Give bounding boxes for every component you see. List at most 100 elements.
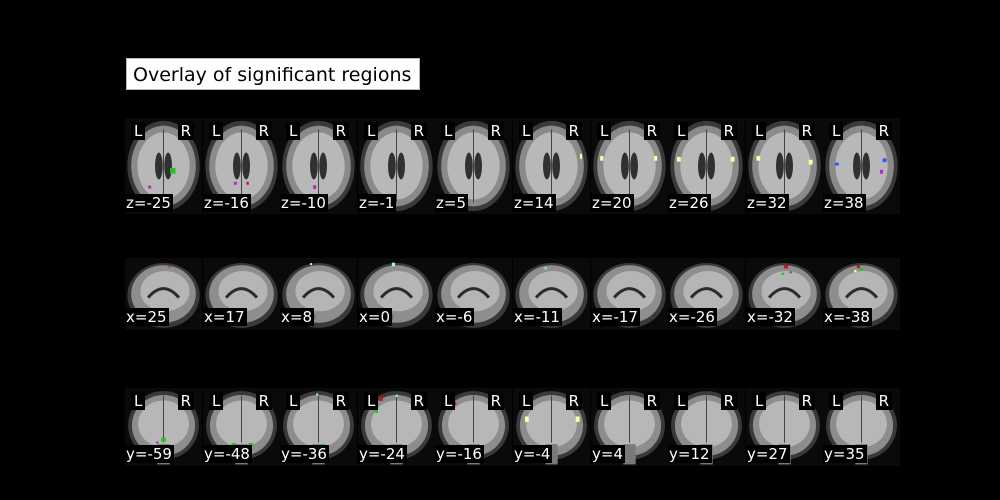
cut-coordinate-label: z=26 bbox=[668, 194, 711, 212]
activation-blob bbox=[391, 262, 395, 267]
orientation-left-label: L bbox=[829, 122, 844, 140]
orientation-left-label: L bbox=[364, 122, 379, 140]
cut-coordinate-label: y=35 bbox=[823, 445, 867, 463]
orientation-right-label: R bbox=[487, 392, 504, 410]
activation-blob bbox=[579, 154, 582, 159]
sagittal-slice-panel: x=-26 bbox=[668, 258, 745, 330]
cut-coordinate-label: x=-17 bbox=[591, 308, 640, 326]
orientation-right-label: R bbox=[875, 122, 892, 140]
orientation-right-label: R bbox=[720, 122, 737, 140]
cut-coordinate-label: z=14 bbox=[513, 194, 556, 212]
orientation-left-label: L bbox=[441, 122, 456, 140]
orientation-right-label: R bbox=[255, 122, 272, 140]
cut-coordinate-label: y=4 bbox=[591, 445, 625, 463]
orientation-right-label: R bbox=[332, 392, 349, 410]
sagittal-slice-panel: x=-6 bbox=[435, 258, 512, 330]
activation-blob bbox=[161, 437, 166, 442]
activation-blob bbox=[395, 394, 398, 397]
cut-coordinate-label: z=-16 bbox=[203, 194, 251, 212]
activation-blob bbox=[544, 267, 547, 270]
cut-coordinate-label: x=17 bbox=[203, 308, 247, 326]
cut-coordinate-label: z=-10 bbox=[280, 194, 328, 212]
activation-blob bbox=[248, 442, 254, 446]
cut-coordinate-label: y=-24 bbox=[358, 445, 407, 463]
cut-coordinate-label: z=-1 bbox=[358, 194, 397, 212]
sagittal-slice-panel: x=25 bbox=[125, 258, 202, 330]
activation-blob bbox=[856, 265, 860, 269]
orientation-left-label: L bbox=[131, 392, 146, 410]
figure-title: Overlay of significant regions bbox=[126, 58, 421, 90]
activation-blob bbox=[246, 181, 249, 185]
activation-blob bbox=[756, 155, 761, 161]
orientation-left-label: L bbox=[519, 122, 534, 140]
cut-coordinate-label: x=-6 bbox=[435, 308, 475, 326]
orientation-right-label: R bbox=[410, 122, 427, 140]
activation-blob bbox=[784, 264, 788, 269]
orientation-left-label: L bbox=[441, 392, 456, 410]
orientation-left-label: L bbox=[364, 392, 379, 410]
brain-slice-image bbox=[358, 388, 435, 466]
cut-coordinate-label: z=32 bbox=[746, 194, 789, 212]
orientation-right-label: R bbox=[332, 122, 349, 140]
orientation-right-label: R bbox=[875, 392, 892, 410]
activation-blob bbox=[374, 409, 379, 413]
activation-blob bbox=[781, 272, 785, 275]
cut-coordinate-label: x=8 bbox=[280, 308, 314, 326]
orientation-left-label: L bbox=[209, 122, 224, 140]
orientation-left-label: L bbox=[131, 122, 146, 140]
cut-coordinate-label: x=-26 bbox=[668, 308, 717, 326]
orientation-left-label: L bbox=[597, 392, 612, 410]
activation-blob bbox=[730, 156, 735, 162]
activation-blob bbox=[879, 169, 884, 174]
activation-blob bbox=[854, 269, 857, 273]
brain-slice-image bbox=[435, 118, 512, 214]
orientation-right-label: R bbox=[565, 392, 582, 410]
activation-blob bbox=[310, 263, 313, 266]
sagittal-cuts-row: x=25 x=17 x=8 x=0 x=-6 x=-11 x=-17 x=-26 x=-32 x=… bbox=[125, 258, 905, 330]
activation-blob bbox=[156, 441, 159, 444]
cut-coordinate-label: x=-38 bbox=[823, 308, 872, 326]
sagittal-slice-panel: x=-17 bbox=[591, 258, 668, 330]
cut-coordinate-label: z=38 bbox=[823, 194, 866, 212]
activation-blob bbox=[233, 181, 237, 185]
cut-coordinate-label: z=5 bbox=[435, 194, 468, 212]
cut-coordinate-label: y=-16 bbox=[435, 445, 484, 463]
sagittal-slice-panel: x=17 bbox=[203, 258, 280, 330]
orientation-right-label: R bbox=[643, 392, 660, 410]
orientation-left-label: L bbox=[752, 122, 767, 140]
cut-coordinate-label: z=-25 bbox=[125, 194, 173, 212]
activation-blob bbox=[882, 158, 887, 163]
activation-blob bbox=[148, 185, 152, 189]
cut-coordinate-label: y=-4 bbox=[513, 445, 553, 463]
orientation-right-label: R bbox=[643, 122, 660, 140]
orientation-right-label: R bbox=[720, 392, 737, 410]
activation-blob bbox=[600, 155, 604, 161]
sagittal-slice-panel: x=-38 bbox=[823, 258, 900, 330]
orientation-left-label: L bbox=[674, 392, 689, 410]
cut-coordinate-label: y=27 bbox=[746, 445, 790, 463]
orientation-left-label: L bbox=[674, 122, 689, 140]
sagittal-slice-panel: x=-11 bbox=[513, 258, 590, 330]
orientation-left-label: L bbox=[597, 122, 612, 140]
brain-slice-image bbox=[435, 258, 512, 330]
orientation-right-label: R bbox=[177, 122, 194, 140]
cut-coordinate-label: y=-36 bbox=[280, 445, 329, 463]
orientation-right-label: R bbox=[410, 392, 427, 410]
orientation-left-label: L bbox=[829, 392, 844, 410]
cut-coordinate-label: x=25 bbox=[125, 308, 169, 326]
